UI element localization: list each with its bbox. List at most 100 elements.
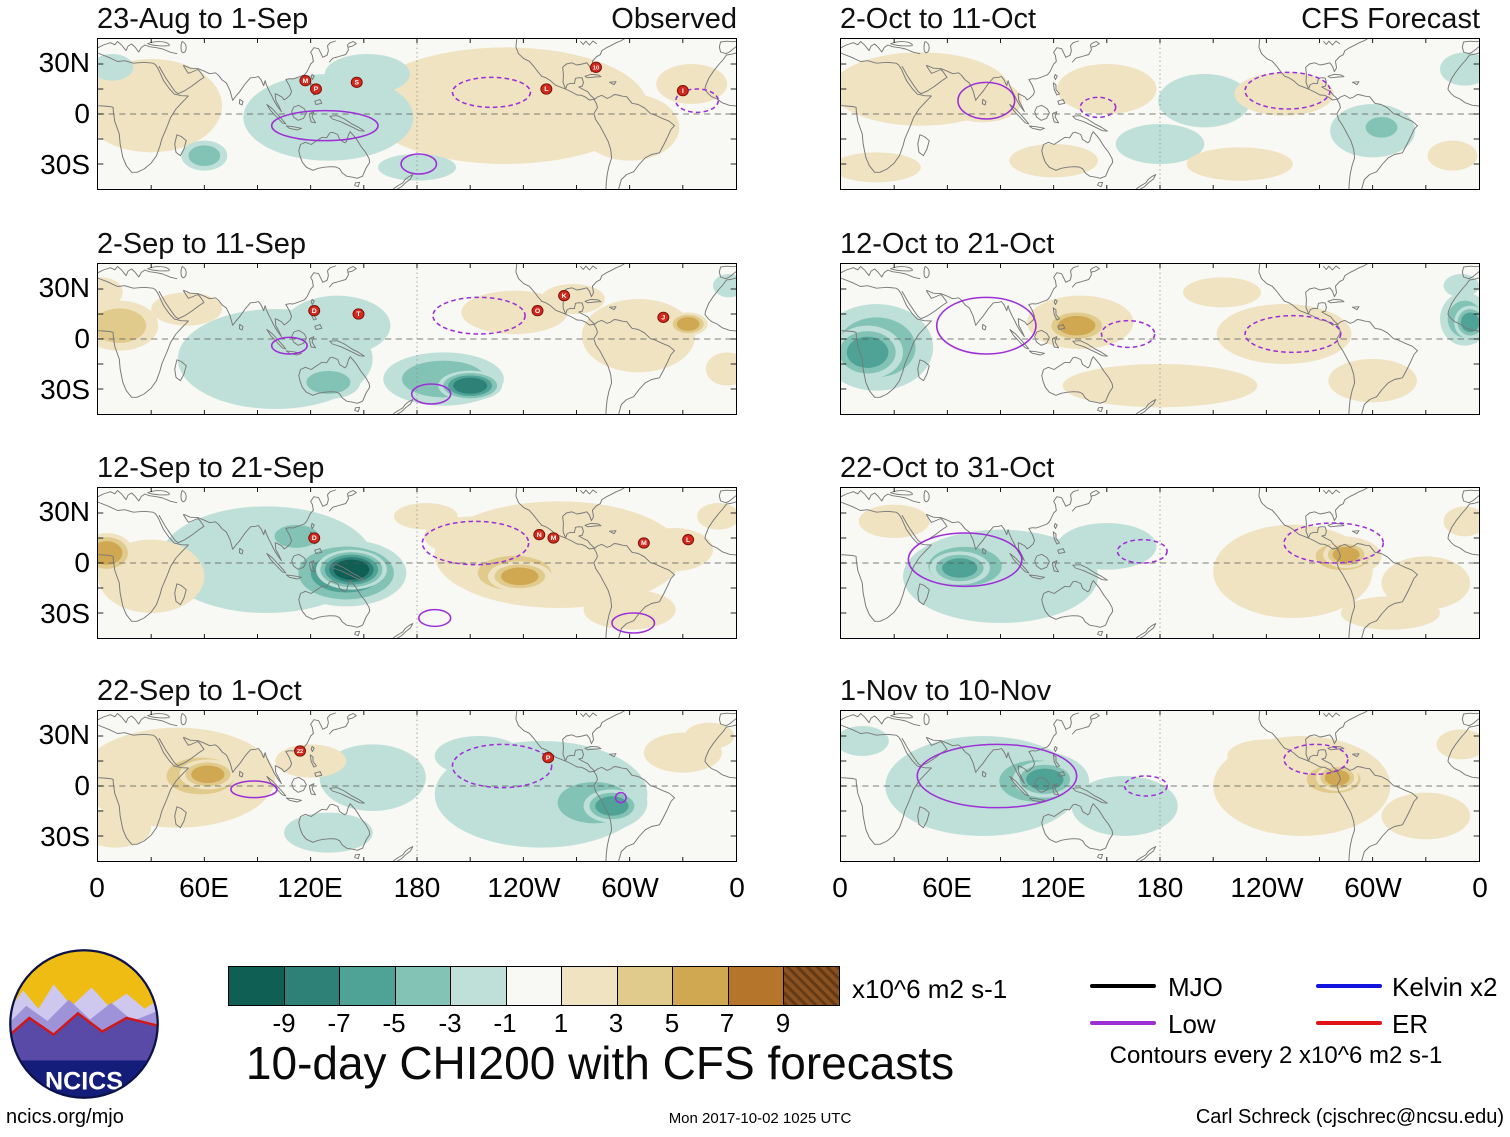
x-tick: 0 (89, 872, 105, 903)
chi200-map: MP S 10 L I (98, 39, 736, 189)
x-tick: 60E (179, 872, 229, 903)
colorbar-label: 9 (775, 1008, 791, 1038)
y-tick-30n: 30N (38, 719, 90, 750)
svg-text:O: O (535, 308, 540, 315)
svg-text:P: P (546, 755, 551, 762)
colorbar-label: -1 (493, 1008, 517, 1038)
panel-title: 23-Aug to 1-Sep (97, 3, 309, 35)
colorbar-label: -3 (438, 1008, 462, 1038)
panel-title: 22-Sep to 1-Oct (97, 675, 302, 707)
svg-text:M: M (551, 535, 557, 542)
panel-title-row: 2-Sep to 11-Sep (97, 227, 737, 261)
colorbar-cell (506, 967, 563, 1005)
svg-text:M: M (302, 78, 308, 85)
colorbar-label: -7 (327, 1008, 351, 1038)
logo-text: NCICS (45, 1067, 123, 1095)
y-tick-30s: 30S (40, 821, 90, 852)
x-tick: 120W (1230, 872, 1304, 903)
column-label-observed: Observed (611, 3, 737, 35)
panel-title-row: 23-Aug to 1-Sep Observed (97, 2, 737, 36)
x-tick: 60W (601, 872, 659, 903)
chi200-map: 22 P (98, 711, 736, 861)
y-tick-30s: 30S (40, 598, 90, 629)
svg-text:D: D (312, 535, 317, 542)
colorbar-label: 7 (719, 1008, 735, 1038)
panel-title-row: 22-Sep to 1-Oct (97, 674, 737, 708)
column-label-cfs-forecast: CFS Forecast (1301, 3, 1480, 35)
panel-title-row: 2-Oct to 11-Oct CFS Forecast (840, 2, 1480, 36)
colorbar-cell (340, 967, 396, 1005)
chi200-map (841, 39, 1479, 189)
logo-ring (9, 949, 159, 1099)
figure-title: 10-day CHI200 with CFS forecasts (245, 1037, 955, 1089)
legend-label-er: ER (1392, 1009, 1429, 1039)
x-tick: 120E (1020, 872, 1086, 903)
colorbar-label: 5 (664, 1008, 680, 1038)
panel-title-row: 12-Sep to 21-Sep (97, 451, 737, 485)
chi200-map (841, 264, 1479, 414)
map-panel-observed-4: 22 P (97, 710, 737, 862)
map-panel-observed-3: D N M M L (97, 487, 737, 639)
legend-line-mjo (1090, 984, 1156, 988)
colorbar-label: 3 (608, 1008, 624, 1038)
colorbar (228, 966, 840, 1006)
y-tick-30n: 30N (38, 496, 90, 527)
svg-text:L: L (544, 86, 548, 93)
y-tick-0: 0 (74, 98, 90, 129)
colorbar-cell (284, 967, 341, 1005)
svg-text:T: T (356, 311, 361, 318)
colorbar-cell (728, 967, 785, 1005)
x-tick: 0 (729, 872, 745, 903)
map-panel-observed-2: D T O K J (97, 263, 737, 415)
svg-text:J: J (661, 315, 665, 322)
colorbar-cell (229, 967, 285, 1005)
map-panel-forecast-4 (840, 710, 1480, 862)
y-tick-30s: 30S (40, 149, 90, 180)
svg-text:N: N (537, 532, 542, 539)
x-tick: 120W (487, 872, 561, 903)
map-panel-forecast-3 (840, 487, 1480, 639)
svg-text:K: K (562, 293, 567, 300)
panel-title: 22-Oct to 31-Oct (840, 452, 1055, 484)
x-tick: 60W (1344, 872, 1402, 903)
panel-title-row: 12-Oct to 21-Oct (840, 227, 1480, 261)
panel-title: 2-Sep to 11-Sep (97, 228, 307, 260)
svg-text:I: I (682, 88, 684, 95)
x-tick: 180 (1136, 872, 1184, 903)
colorbar-label: 1 (553, 1008, 569, 1038)
y-tick-30s: 30S (40, 374, 90, 405)
footer-url: ncics.org/mjo (6, 1106, 124, 1128)
map-panel-forecast-2 (840, 263, 1480, 415)
panel-title-row: 22-Oct to 31-Oct (840, 451, 1480, 485)
x-tick: 180 (393, 872, 441, 903)
legend-line-kelvin (1316, 984, 1382, 988)
chi200-map: D N M M L (98, 488, 736, 638)
x-tick: 0 (1472, 872, 1488, 903)
colorbar-cell (784, 967, 840, 1005)
legend-label-mjo: MJO (1168, 972, 1223, 1002)
colorbar-label: -5 (382, 1008, 406, 1038)
svg-text:D: D (312, 308, 317, 315)
map-panel-observed-1: M P S 10 L I (97, 38, 737, 190)
colorbar-cell (673, 967, 729, 1005)
legend-label-kelvin: Kelvin x2 (1392, 972, 1498, 1002)
chi200-map: D T O K J (98, 264, 736, 414)
legend-label-low: Low (1168, 1009, 1216, 1039)
y-tick-0: 0 (74, 770, 90, 801)
panel-title-row: 1-Nov to 10-Nov (840, 674, 1480, 708)
panel-title: 2-Oct to 11-Oct (840, 3, 1037, 35)
svg-text:L: L (686, 537, 690, 544)
footer-credit: Carl Schreck (cjschrec@ncsu.edu) (1195, 1106, 1504, 1128)
colorbar-cell (451, 967, 507, 1005)
x-tick: 60E (922, 872, 972, 903)
x-tick: 0 (832, 872, 848, 903)
y-tick-30n: 30N (38, 47, 90, 78)
svg-text:P: P (314, 86, 319, 93)
legend-line-low (1090, 1021, 1156, 1025)
legend-line-er (1316, 1021, 1382, 1025)
panel-title: 12-Sep to 21-Sep (97, 452, 325, 484)
panel-title: 12-Oct to 21-Oct (840, 228, 1055, 260)
svg-text:22: 22 (297, 749, 303, 755)
colorbar-cell (562, 967, 618, 1005)
